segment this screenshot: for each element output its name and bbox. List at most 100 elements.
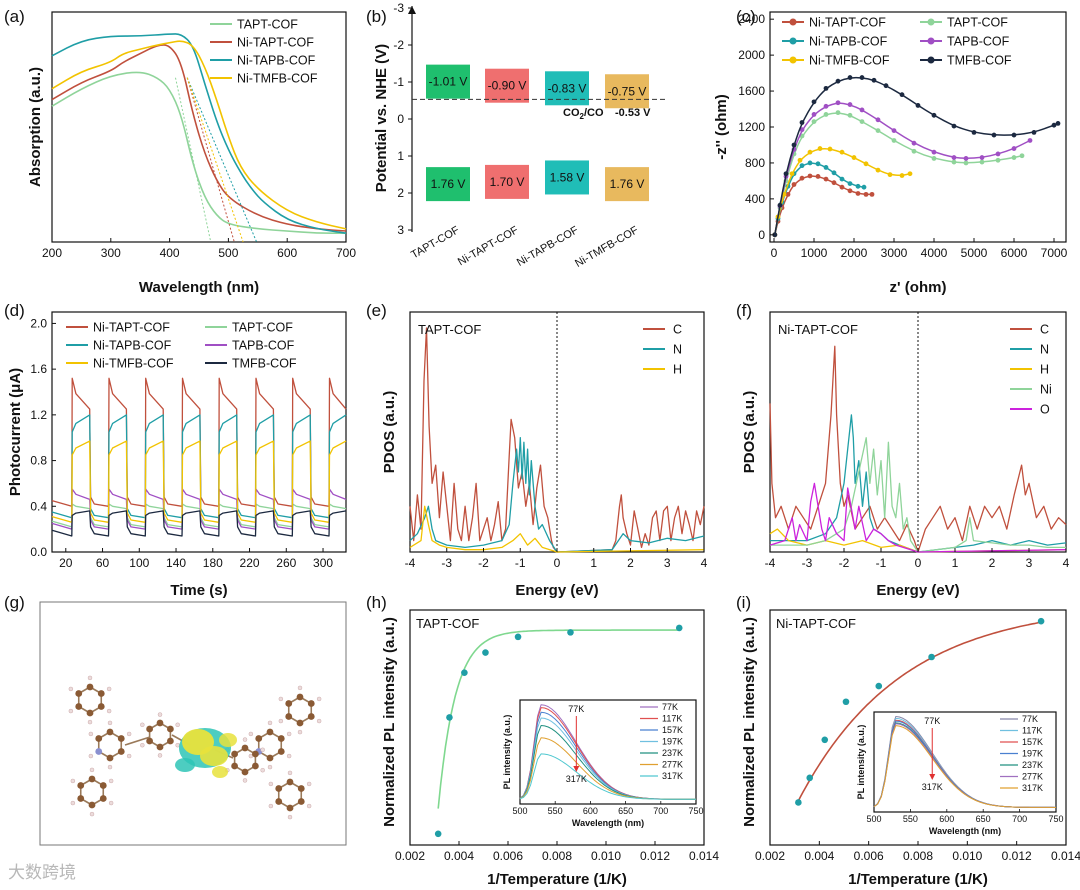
panel-c-point-TAPT-COF [823, 112, 829, 117]
panel-c-point-TMFB-COF [811, 99, 817, 105]
panel-g-ring-1-h-atom [106, 686, 112, 692]
panel-h-point [434, 830, 442, 838]
panel-i-inset-tick-label: 750 [1048, 814, 1063, 824]
panel-b-tick-label: 0 [397, 112, 404, 126]
panel-c-legend-Ni-TAPT-COF-marker [789, 18, 797, 26]
panel-c-point-Ni-TMFB-COF [899, 173, 905, 178]
panel-h-inset-legend-317K-label: 317K [662, 771, 683, 781]
panel-d-y-tick-label: 1.2 [30, 408, 47, 422]
panel-b-co2-label: CO2/CO [563, 107, 604, 121]
panel-f-line-N [770, 414, 1067, 553]
panel-g-ring-1-atom [97, 690, 105, 697]
panel-i-point [1037, 617, 1045, 625]
panel-c-point-Ni-TAPT-COF [791, 182, 797, 187]
panel-d-y-tick-label: 2.0 [30, 316, 47, 330]
panel-g-ring-7-atom [297, 785, 305, 792]
panel-d-y-tick-label: 0.0 [30, 545, 47, 559]
panel-c-point-TMFB-COF [783, 171, 789, 177]
panel-g-ring-7-atom [286, 804, 294, 812]
panel-c-legend-TAPB-COF-marker [927, 37, 935, 45]
panel-f-legend-H-label: H [1040, 363, 1049, 377]
panel-c-legend-TAPB-COF-label: TAPB-COF [947, 35, 1010, 49]
panel-c-point-Ni-TAPT-COF [799, 175, 805, 181]
panel-g-ring-5-atom [285, 700, 293, 707]
panel-h-x-tick-label: 0.012 [640, 849, 670, 863]
panel-c-point-TMFB-COF [991, 132, 997, 138]
panel-g-ring-5-h-atom [297, 685, 303, 691]
panel-g-ring-7-h-atom [306, 803, 312, 809]
panel-f-x-tick-label: -1 [876, 556, 887, 570]
panel-h-inset-tick-label: 600 [583, 806, 598, 816]
panel-c-point-TAPT-COF [1011, 155, 1017, 160]
panel-b-cb-label-Ni-TMFB-COF: -0.75 V [608, 84, 647, 98]
panel-a-line-Ni-TAPT-COF [51, 44, 347, 232]
panel-g-tri-ring-6-h-atom [286, 753, 292, 759]
panel-e-x-tick-label: 4 [701, 556, 708, 570]
panel-label-c: (c) [736, 7, 756, 26]
panel-g-ring-4-atom [156, 719, 164, 727]
panel-c-point-TMFB-COF [823, 85, 829, 91]
panel-h-inset-legend-157K-label: 157K [662, 725, 683, 735]
panel-c-point-TMFB-COF [859, 75, 865, 80]
panel-c-point-TAPT-COF [911, 148, 917, 154]
panel-d-x-tick-label: 100 [129, 556, 149, 570]
panel-i-x-tick-label: 0.014 [1051, 849, 1080, 863]
panel-f-x-tick-label: -2 [839, 556, 850, 570]
panel-c-point-TAPB-COF [811, 112, 817, 117]
panel-g-ring-3-h-atom [108, 778, 114, 784]
panel-g-tri-ring-6-h-atom [286, 731, 292, 737]
panel-c-point-TAPB-COF [951, 155, 957, 160]
panel-a-tangent-Ni-TAPT-COF [186, 77, 235, 243]
panel-e-x-tick-label: -2 [478, 556, 489, 570]
panel-g-orbital-lobe [219, 733, 237, 747]
panel-c-y-tick-label: 400 [745, 192, 765, 206]
panel-c-point-TAPB-COF [823, 103, 829, 109]
panel-c-point-Ni-TMFB-COF [907, 171, 913, 177]
panel-e-legend-C-label: C [673, 323, 682, 337]
panel-g-ring-7-h-atom [306, 781, 312, 787]
panel-b-category-TAPT-COF: TAPT-COF [409, 224, 462, 261]
panel-d-x-tick-label: 180 [203, 556, 223, 570]
panel-c-point-TAPT-COF [995, 157, 1001, 163]
panel-g-tri-ring-2-h-atom [126, 731, 132, 737]
panel-g-ring-1-atom [75, 690, 83, 697]
panel-c-line-Ni-TAPT-COF [774, 175, 872, 235]
panel-f-legend-N-label: N [1040, 343, 1049, 357]
panel-i-inset-line-317K [873, 725, 1057, 808]
panel-c-point-TMFB-COF [883, 83, 889, 89]
panel-c-point-Ni-TAPB-COF [855, 183, 861, 189]
panel-b-tick-label: -3 [393, 1, 404, 15]
panel-g-ring-7-h-atom [287, 770, 293, 776]
panel-h-inset-tick-label: 650 [618, 806, 633, 816]
panel-h-inset-arrowhead [573, 766, 580, 772]
panel-g-link-bond [124, 736, 151, 746]
panel-c-point-TAPB-COF [911, 140, 917, 146]
panel-g-ring-5-atom [307, 713, 315, 720]
panel-c-point-TAPT-COF [859, 119, 865, 125]
panel-g-ring-4-atom [166, 737, 174, 745]
panel-h-point [567, 629, 574, 636]
panel-i-x-tick-label: 0.008 [903, 849, 933, 863]
panel-c-legend-Ni-TAPB-COF-label: Ni-TAPB-COF [809, 35, 888, 49]
panel-g-ring-4-h-atom [140, 742, 145, 748]
panel-g-tri-ring-6-h-atom [267, 764, 273, 770]
panel-g-ring-3-atom [77, 782, 85, 789]
panel-b-vb-box-Ni-TAPT-COF [485, 164, 529, 199]
panel-g-tri-ring-6-atom [266, 728, 274, 736]
panel-i-x-tick-label: 0.012 [1002, 849, 1032, 863]
panel-g-ring-3-atom [99, 782, 107, 789]
panel-c-point-TMFB-COF [915, 103, 921, 108]
panel-label-g: (g) [4, 593, 25, 612]
panel-f-legend-Ni-label: Ni [1040, 383, 1052, 397]
panel-g-ring-1-h-atom [106, 708, 112, 714]
panel-g-ring-8-h-atom [242, 737, 248, 742]
panel-c-point-TAPB-COF [847, 102, 853, 107]
panel-c-point-TAPB-COF [799, 127, 805, 133]
panel-g-ring-4-atom [146, 737, 154, 745]
panel-b-vb-box-TAPT-COF [426, 167, 470, 202]
panel-b-category-Ni-TAPT-COF: Ni-TAPT-COF [456, 224, 521, 268]
panel-h-point [514, 633, 522, 641]
panel-d-line-Ni-TMFB-COF [51, 440, 347, 523]
panel-h-inset-frame [519, 699, 697, 805]
panel-g-orbital-lobe [175, 758, 195, 772]
